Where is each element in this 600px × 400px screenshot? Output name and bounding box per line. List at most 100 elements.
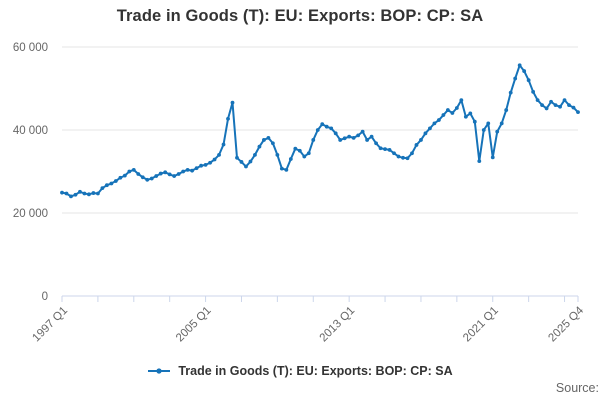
data-point bbox=[531, 89, 536, 94]
data-point bbox=[194, 166, 199, 171]
data-point bbox=[450, 111, 455, 115]
data-point bbox=[558, 104, 562, 109]
data-point bbox=[306, 151, 311, 156]
data-point bbox=[190, 168, 195, 173]
data-point bbox=[69, 194, 73, 199]
data-point bbox=[275, 153, 280, 157]
data-point bbox=[221, 142, 226, 147]
data-point bbox=[199, 163, 204, 168]
data-point bbox=[104, 183, 109, 188]
data-point bbox=[567, 103, 571, 107]
data-point bbox=[392, 151, 396, 156]
data-point bbox=[257, 144, 262, 149]
data-point bbox=[320, 122, 325, 127]
data-point bbox=[176, 172, 181, 176]
data-point bbox=[387, 148, 392, 152]
data-point bbox=[369, 134, 374, 139]
data-point bbox=[149, 176, 154, 181]
data-point bbox=[181, 169, 186, 174]
data-point bbox=[131, 167, 136, 172]
data-point bbox=[158, 171, 163, 176]
data-point bbox=[284, 167, 289, 172]
data-point bbox=[136, 172, 141, 176]
data-point bbox=[356, 133, 361, 138]
x-axis-label: 2013 Q1 bbox=[318, 305, 358, 345]
data-point bbox=[419, 138, 423, 142]
chart-title: Trade in Goods (T): EU: Exports: BOP: CP… bbox=[116, 7, 484, 25]
data-point bbox=[109, 181, 114, 186]
data-point bbox=[302, 154, 307, 159]
data-point bbox=[118, 175, 123, 180]
y-axis-label: 60 000 bbox=[13, 42, 48, 54]
data-point bbox=[499, 121, 504, 126]
legend-label: Trade in Goods (T): EU: Exports: BOP: CP… bbox=[178, 364, 453, 378]
data-point bbox=[163, 170, 168, 175]
data-point bbox=[423, 131, 428, 136]
data-point bbox=[522, 69, 527, 73]
data-point bbox=[540, 103, 544, 107]
data-point bbox=[78, 189, 82, 194]
data-point bbox=[526, 78, 531, 83]
x-axis-label: 2005 Q1 bbox=[174, 305, 214, 345]
data-point bbox=[351, 135, 356, 140]
data-point bbox=[571, 105, 576, 110]
data-point bbox=[288, 157, 293, 161]
data-point bbox=[477, 159, 482, 164]
data-point bbox=[576, 110, 580, 115]
data-point bbox=[490, 155, 495, 160]
data-point bbox=[279, 166, 284, 171]
data-point bbox=[378, 146, 383, 151]
x-axis-label: 2021 Q1 bbox=[461, 305, 501, 345]
data-point bbox=[73, 192, 78, 197]
data-point bbox=[410, 151, 414, 156]
data-point bbox=[329, 126, 334, 131]
data-point bbox=[203, 162, 208, 167]
data-point bbox=[468, 111, 473, 116]
data-point bbox=[342, 136, 347, 141]
legend-item[interactable]: Trade in Goods (T): EU: Exports: BOP: CP… bbox=[0, 362, 600, 380]
data-point bbox=[244, 164, 248, 169]
data-point bbox=[87, 192, 91, 197]
data-point bbox=[535, 98, 540, 103]
data-point bbox=[235, 155, 239, 160]
y-axis-label: 20 000 bbox=[13, 208, 48, 220]
data-point bbox=[100, 186, 105, 191]
data-point bbox=[414, 143, 419, 147]
y-axis-label: 40 000 bbox=[13, 125, 48, 137]
x-axis-label: 1997 Q1 bbox=[30, 305, 70, 345]
data-point bbox=[91, 191, 96, 195]
data-point bbox=[374, 141, 378, 146]
data-point bbox=[172, 174, 177, 178]
data-point bbox=[401, 155, 405, 160]
data-point bbox=[324, 124, 329, 129]
data-point bbox=[230, 100, 235, 105]
data-point bbox=[383, 147, 387, 151]
data-point bbox=[208, 160, 212, 165]
data-point bbox=[113, 179, 118, 183]
data-point bbox=[266, 135, 271, 140]
data-point bbox=[140, 175, 145, 180]
data-point bbox=[212, 157, 217, 162]
data-point bbox=[454, 106, 459, 110]
y-axis-label: 0 bbox=[42, 291, 48, 303]
data-point bbox=[544, 106, 549, 111]
data-point bbox=[481, 128, 486, 132]
data-point bbox=[553, 103, 558, 107]
data-point bbox=[64, 191, 69, 196]
data-point bbox=[513, 76, 518, 81]
x-axis-label: 2025 Q4 bbox=[546, 304, 586, 344]
series-line[interactable] bbox=[61, 64, 579, 198]
data-point bbox=[445, 108, 450, 112]
data-point bbox=[248, 159, 253, 164]
data-point bbox=[437, 118, 441, 122]
data-point bbox=[495, 129, 500, 134]
data-point bbox=[167, 172, 172, 177]
data-point bbox=[297, 148, 302, 153]
data-point bbox=[145, 177, 150, 182]
data-point bbox=[239, 160, 244, 164]
data-point bbox=[333, 131, 338, 136]
data-point bbox=[504, 108, 509, 112]
data-point bbox=[365, 138, 370, 142]
